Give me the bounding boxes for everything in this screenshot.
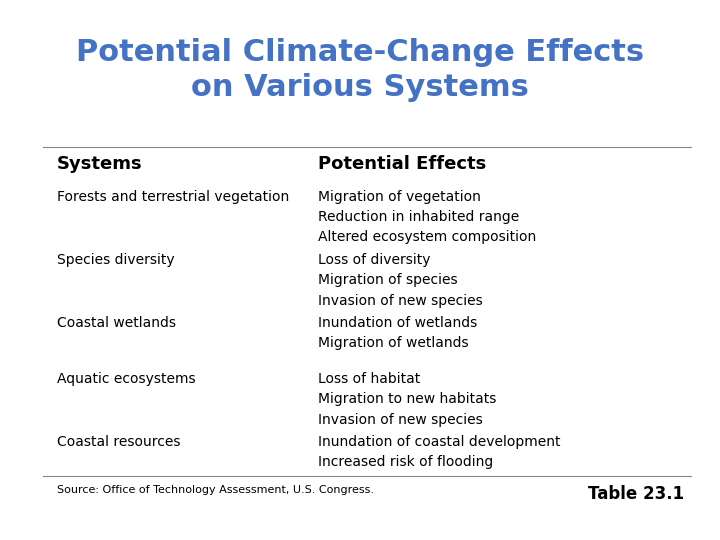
Text: Potential Effects: Potential Effects xyxy=(318,155,486,173)
Text: Loss of habitat: Loss of habitat xyxy=(318,372,420,386)
Text: Coastal wetlands: Coastal wetlands xyxy=(57,316,176,330)
Text: Coastal resources: Coastal resources xyxy=(57,435,181,449)
Text: Source: Office of Technology Assessment, U.S. Congress.: Source: Office of Technology Assessment,… xyxy=(57,485,374,495)
Text: Increased risk of flooding: Increased risk of flooding xyxy=(318,455,493,469)
Text: Migration to new habitats: Migration to new habitats xyxy=(318,393,496,407)
Text: Aquatic ecosystems: Aquatic ecosystems xyxy=(57,372,196,386)
Text: Inundation of wetlands: Inundation of wetlands xyxy=(318,316,477,330)
Text: Migration of wetlands: Migration of wetlands xyxy=(318,336,469,350)
Text: Invasion of new species: Invasion of new species xyxy=(318,413,482,427)
Text: Table 23.1: Table 23.1 xyxy=(588,485,684,503)
Text: Reduction in inhabited range: Reduction in inhabited range xyxy=(318,210,519,224)
Text: Migration of vegetation: Migration of vegetation xyxy=(318,190,481,204)
Text: Migration of species: Migration of species xyxy=(318,273,457,287)
Text: Forests and terrestrial vegetation: Forests and terrestrial vegetation xyxy=(57,190,289,204)
Text: Species diversity: Species diversity xyxy=(57,253,175,267)
Text: Invasion of new species: Invasion of new species xyxy=(318,294,482,307)
Text: Potential Climate-Change Effects
on Various Systems: Potential Climate-Change Effects on Vari… xyxy=(76,37,644,103)
Text: Loss of diversity: Loss of diversity xyxy=(318,253,431,267)
Text: Systems: Systems xyxy=(57,155,143,173)
Text: Inundation of coastal development: Inundation of coastal development xyxy=(318,435,560,449)
Text: Altered ecosystem composition: Altered ecosystem composition xyxy=(318,231,536,245)
